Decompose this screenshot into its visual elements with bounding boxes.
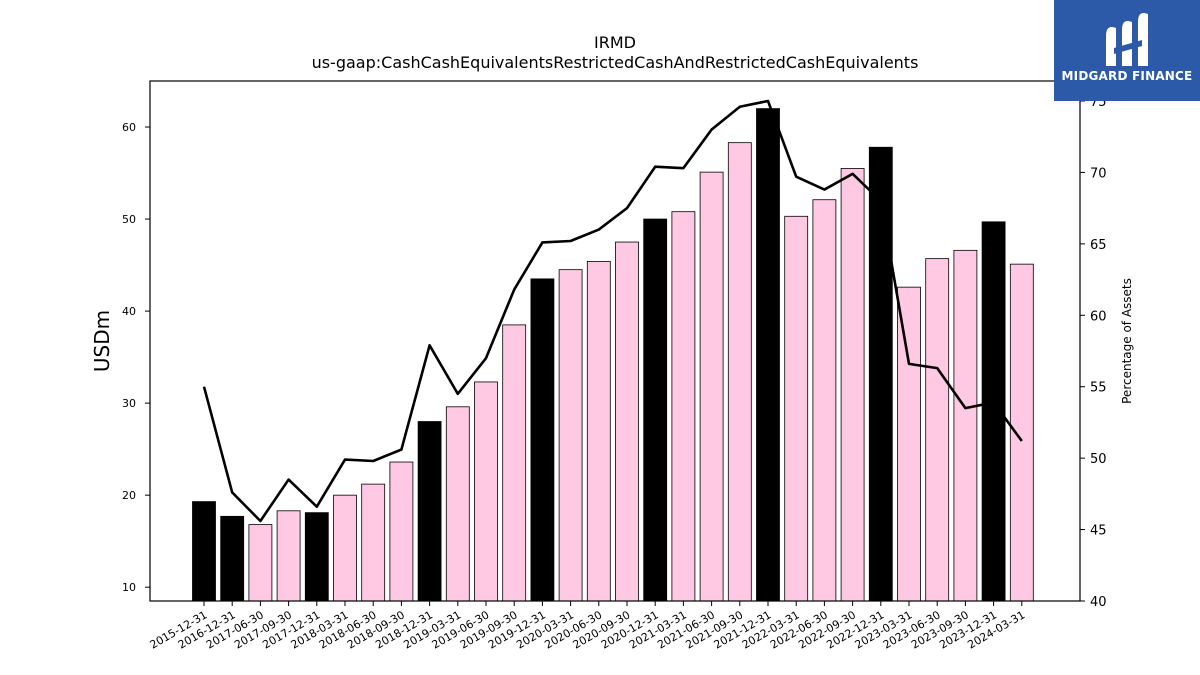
bar-2023-03-31: [897, 286, 921, 602]
bar-2021-06-30: [699, 171, 724, 602]
bar-2022-06-30: [812, 199, 837, 602]
bar-2023-09-30: [953, 249, 978, 602]
bar-2019-03-31: [445, 406, 470, 602]
logo-text: MIDGARD FINANCE: [1061, 69, 1193, 83]
chart-title: IRMD: [594, 33, 636, 52]
y2-axis-label: Percentage of Assets: [1120, 278, 1134, 404]
bar-2017-12-31: [304, 512, 329, 602]
y-tick-label-20: 20: [122, 489, 136, 502]
bar-2017-06-30: [248, 524, 273, 602]
chart-subtitle: us-gaap:CashCashEquivalentsRestrictedCas…: [312, 53, 919, 72]
y-tick-label-50: 50: [122, 213, 136, 226]
y-tick-label-10: 10: [122, 581, 136, 594]
y2-tick-label-40: 40: [1090, 595, 1107, 610]
bar-2016-12-31: [220, 515, 245, 602]
bar-2021-12-31: [756, 108, 780, 602]
bar-2021-03-31: [671, 211, 696, 602]
bar-2019-12-31: [530, 278, 555, 602]
bar-2021-09-30: [727, 142, 752, 602]
y-axis-left: 10 20 30 40 50 60: [122, 121, 150, 594]
y2-tick-label-65: 65: [1090, 238, 1107, 253]
bar-2022-03-31: [784, 215, 809, 602]
bar-2018-06-30: [361, 483, 386, 602]
bar-2022-12-31: [868, 146, 893, 602]
bar-2018-12-31: [417, 421, 442, 602]
y2-tick-label-55: 55: [1090, 381, 1107, 396]
bar-2023-06-30: [925, 258, 950, 602]
bar-2015-12-31: [192, 501, 216, 602]
y-tick-label-30: 30: [122, 397, 136, 410]
bar-2024-03-31: [1009, 263, 1034, 602]
bar-2020-09-30: [615, 241, 639, 602]
y-axis-label: USDm: [90, 310, 114, 372]
bar-2017-09-30: [276, 510, 301, 602]
line-group: [202, 99, 1023, 523]
bar-2019-06-30: [474, 381, 498, 602]
logo-mark-icon: [1106, 13, 1148, 66]
y-tick-label-40: 40: [122, 305, 136, 318]
bar-2020-03-31: [558, 269, 583, 602]
bar-2019-09-30: [502, 324, 527, 602]
y2-tick-label-45: 45: [1090, 524, 1107, 539]
plot-frame: [149, 80, 1081, 602]
bar-2018-09-30: [389, 461, 414, 602]
y2-tick-label-60: 60: [1090, 309, 1107, 324]
percentage-line: [202, 99, 1023, 523]
bar-2020-12-31: [643, 218, 668, 602]
bar-2022-09-30: [840, 168, 865, 602]
y2-tick-label-50: 50: [1090, 452, 1107, 467]
y2-tick-label-70: 70: [1090, 166, 1107, 181]
x-axis: 2015-12-312016-12-312017-06-302017-09-30…: [148, 601, 1027, 652]
bars-group: [192, 108, 1034, 602]
y-tick-label-60: 60: [122, 121, 136, 134]
bar-2020-06-30: [586, 260, 611, 602]
brand-logo: MIDGARD FINANCE: [1054, 0, 1200, 101]
bar-2018-03-31: [333, 494, 357, 602]
